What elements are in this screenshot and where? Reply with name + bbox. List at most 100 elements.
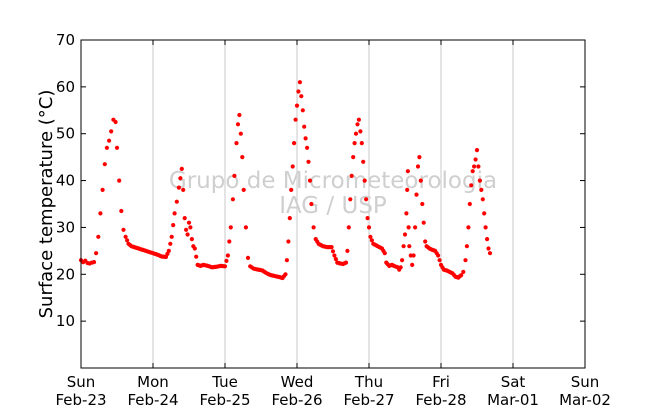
data-point [410,262,415,267]
data-point [406,225,411,230]
data-point [477,178,482,183]
data-point [348,197,353,202]
x-tick-label-day: Sun [67,373,96,391]
y-tick-label: 10 [56,312,75,330]
data-point [355,122,360,127]
data-point [102,162,107,167]
data-point [121,227,126,232]
data-point [168,241,173,246]
data-point [461,269,466,274]
data-point [234,141,239,146]
data-point [469,183,474,188]
data-point [487,251,493,256]
data-point [466,225,471,230]
data-point [364,197,369,202]
data-point [420,201,425,207]
y-tick-label: 30 [56,218,75,236]
data-point [415,164,421,169]
x-tick-label-date: Feb-28 [415,391,466,409]
data-point [176,185,181,190]
data-point [474,148,480,153]
data-point [109,129,114,134]
data-point [296,89,301,94]
data-point [113,119,118,125]
data-point [243,225,248,230]
data-point [302,124,307,129]
data-point [345,248,350,253]
x-tick-label-day: Wed [281,373,314,391]
data-point [333,257,338,262]
data-point [464,244,469,249]
data-point [423,239,428,244]
data-point [283,272,288,277]
data-point [366,225,372,230]
data-point [179,166,184,171]
data-point [293,117,298,122]
data-point [299,94,304,99]
data-point [303,136,308,141]
data-point [369,238,374,243]
data-point [94,251,99,256]
data-point [230,197,235,202]
data-point [473,157,478,162]
data-point [181,187,186,192]
y-tick-label: 40 [56,172,75,190]
data-point [346,225,351,230]
data-point [178,176,183,181]
data-point [332,253,337,258]
data-point [414,192,419,197]
data-point [307,178,313,183]
data-point [227,239,232,244]
data-point [479,187,484,192]
data-point [351,155,356,160]
data-point [284,258,289,263]
data-point [349,173,354,178]
x-tick-label-day: Fri [432,373,450,391]
data-point [119,208,124,214]
x-tick-label-date: Feb-26 [271,391,322,409]
data-point [382,251,387,256]
data-point [365,216,370,221]
data-point [472,164,477,169]
data-point [96,234,101,239]
data-point [476,164,481,169]
data-point [294,103,300,108]
data-point [480,197,485,202]
data-point [330,249,336,254]
data-point [222,264,228,269]
data-point [186,220,192,225]
data-point [290,164,295,169]
data-point [174,199,179,204]
data-point [171,223,176,228]
data-point [185,232,190,237]
data-point [368,234,373,239]
data-point [98,211,103,216]
data-point [407,244,412,249]
data-point [486,246,491,251]
data-point [241,187,246,192]
data-point [359,141,364,146]
x-axis-ticks: SunFeb-23MonFeb-24TueFeb-25WedFeb-26ThuF… [55,40,611,409]
vertical-gridlines [152,40,514,368]
data-point [306,159,311,164]
data-point [224,258,229,263]
data-point [194,254,199,259]
data-point [311,225,316,230]
data-point [235,122,241,127]
y-axis-ticks: 10 20 30 40 50 60 70 [56,31,585,330]
data-point [482,211,487,216]
data-point [413,225,418,230]
x-tick-label-day: Sat [501,373,526,391]
x-tick-label-date: Feb-24 [127,391,178,409]
data-point [100,187,105,192]
x-tick-label-day: Tue [211,373,238,391]
x-tick-label-date: Feb-25 [199,391,250,409]
data-point [402,232,408,237]
data-point [287,216,292,221]
data-point [292,141,297,146]
data-point [169,234,174,239]
data-point [125,238,130,243]
data-point [114,145,120,150]
data-point [401,244,406,249]
